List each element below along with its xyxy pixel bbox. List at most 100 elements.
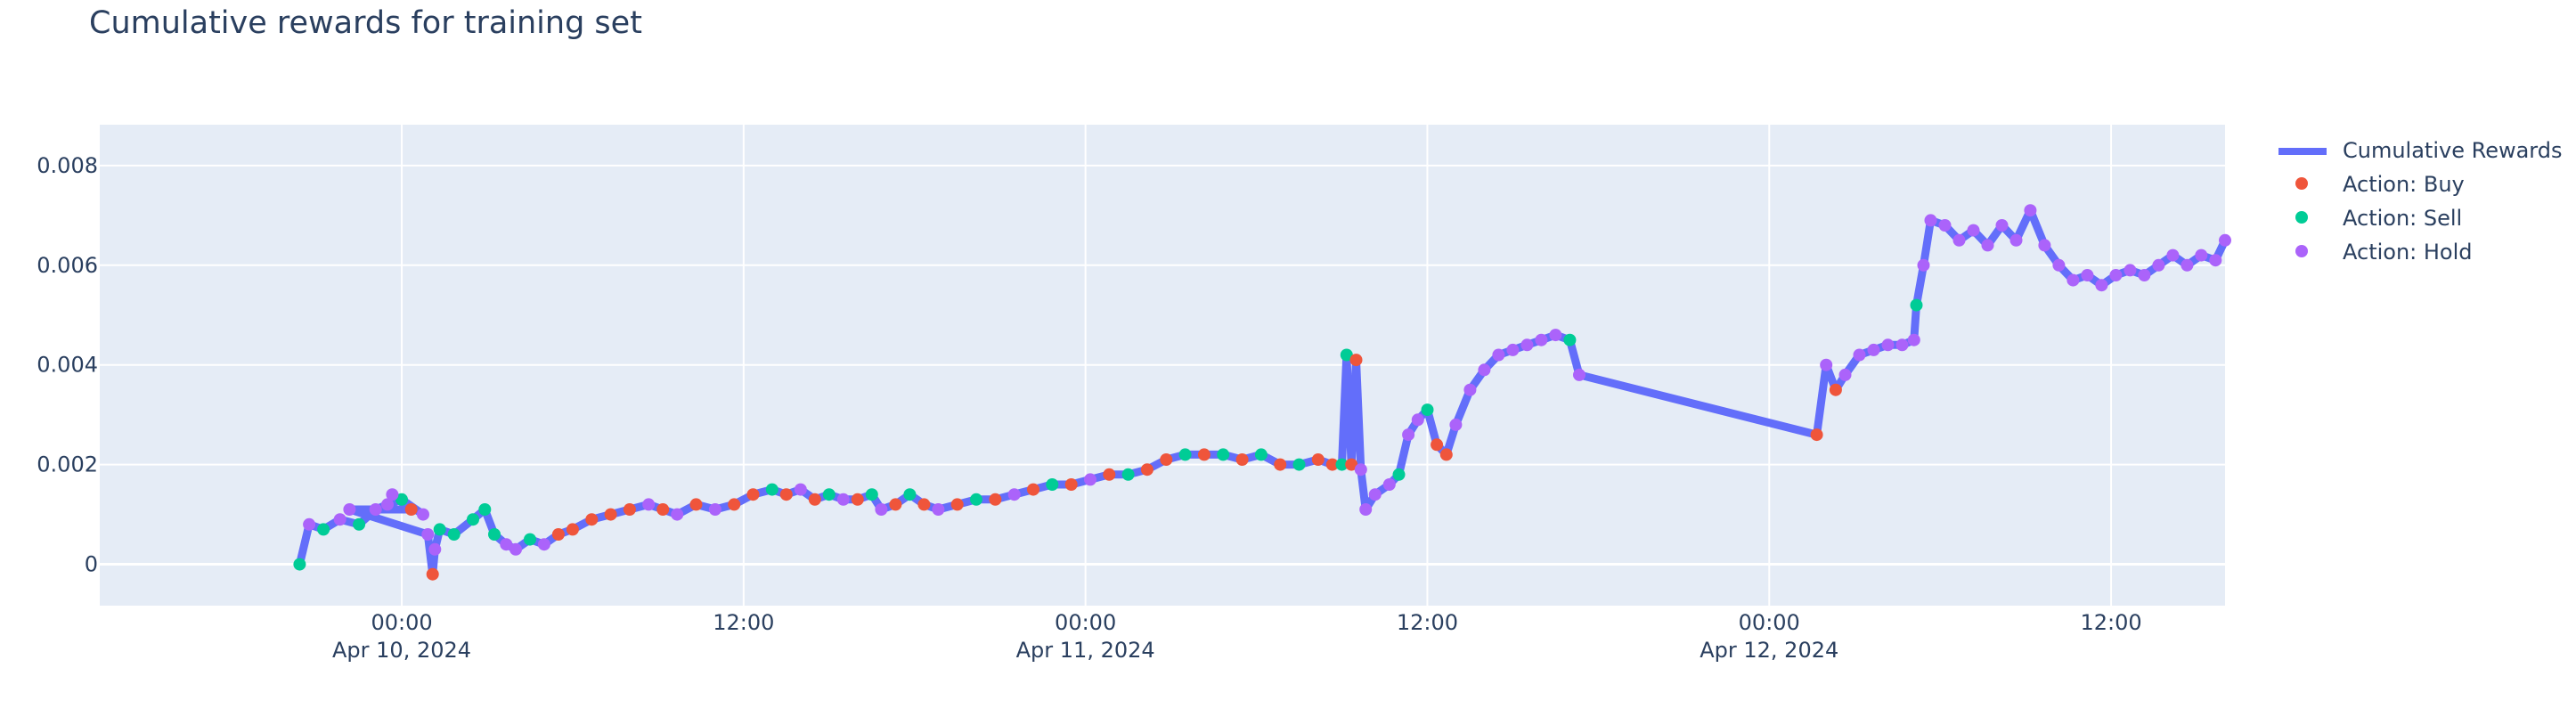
action-marker-hold	[1967, 224, 1980, 237]
legend-item-cumulative-rewards[interactable]: Cumulative Rewards	[2273, 134, 2563, 167]
legend-label: Action: Buy	[2343, 172, 2465, 197]
action-marker-hold	[421, 528, 435, 541]
action-marker-hold	[1952, 233, 1966, 247]
action-marker-hold	[1449, 418, 1463, 431]
action-marker-sell	[1910, 298, 1923, 312]
action-marker-sell	[822, 488, 836, 501]
action-marker-hold	[2219, 233, 2231, 247]
action-marker-hold	[1838, 368, 1852, 381]
action-marker-buy	[1274, 458, 1287, 471]
legend[interactable]: Cumulative Rewards Action: Buy Action: S…	[2273, 134, 2563, 269]
action-marker-hold	[2038, 239, 2051, 252]
action-marker-hold	[2024, 204, 2037, 217]
action-marker-buy	[1829, 383, 1842, 396]
action-marker-hold	[1492, 348, 1505, 362]
action-marker-buy	[728, 498, 741, 511]
action-marker-hold	[1820, 358, 1833, 371]
legend-item-action-buy[interactable]: Action: Buy	[2273, 167, 2563, 201]
y-axis-tick-labels: 0 0.002 0.004 0.006 0.008	[37, 153, 98, 577]
action-marker-sell	[488, 528, 501, 541]
action-marker-hold	[1907, 333, 1920, 346]
action-marker-hold	[2095, 279, 2108, 292]
x-tick-date-label: Apr 12, 2024	[1700, 638, 1838, 663]
action-marker-sell	[467, 513, 479, 526]
action-marker-sell	[1421, 403, 1434, 417]
action-marker-buy	[1140, 463, 1153, 477]
action-marker-buy	[1325, 458, 1339, 471]
action-marker-buy	[426, 567, 439, 581]
action-marker-buy	[585, 513, 599, 526]
legend-marker-swatch	[2273, 209, 2332, 227]
legend-item-action-hold[interactable]: Action: Hold	[2273, 235, 2563, 269]
action-marker-buy	[623, 503, 636, 516]
action-marker-hold	[1938, 219, 1952, 232]
action-marker-hold	[794, 483, 807, 496]
action-marker-hold	[1084, 473, 1096, 486]
action-marker-hold	[1924, 214, 1937, 227]
action-marker-buy	[851, 493, 864, 506]
action-marker-hold	[1007, 488, 1021, 501]
legend-label: Action: Sell	[2343, 206, 2463, 231]
action-marker-sell	[293, 558, 306, 571]
action-marker-sell	[970, 493, 982, 506]
action-marker-hold	[1478, 363, 1491, 377]
action-marker-hold	[2138, 269, 2151, 281]
action-marker-buy	[917, 498, 931, 511]
action-marker-buy	[950, 498, 964, 511]
action-marker-hold	[1573, 368, 1586, 381]
action-marker-hold	[2081, 269, 2094, 281]
action-marker-hold	[1535, 333, 1548, 346]
action-marker-hold	[333, 513, 346, 526]
action-marker-buy	[1235, 453, 1249, 466]
action-marker-hold	[2124, 264, 2137, 277]
action-marker-buy	[1197, 448, 1211, 461]
action-marker-hold	[1995, 219, 2009, 232]
action-marker-hold	[1549, 329, 1562, 342]
legend-marker-swatch	[2273, 175, 2332, 193]
action-marker-buy	[1064, 478, 1078, 491]
action-marker-hold	[509, 542, 522, 556]
action-marker-hold	[369, 503, 382, 516]
action-marker-hold	[2152, 258, 2165, 272]
grid-lines	[100, 125, 2225, 606]
action-marker-buy	[779, 488, 793, 501]
x-tick-label: 00:00	[371, 610, 432, 635]
x-axis-tick-labels: 00:00 Apr 10, 2024 12:00 00:00 Apr 11, 2024 1…	[332, 610, 2142, 663]
action-marker-hold	[2195, 248, 2208, 262]
x-tick-label: 12:00	[1397, 610, 1458, 635]
action-marker-hold	[2209, 254, 2222, 267]
action-marker-buy	[1431, 438, 1444, 452]
action-marker-sell	[433, 523, 446, 536]
action-marker-buy	[656, 503, 670, 516]
action-marker-sell	[317, 523, 330, 536]
legend-item-action-sell[interactable]: Action: Sell	[2273, 201, 2563, 235]
action-marker-hold	[932, 503, 945, 516]
action-marker-hold	[1382, 478, 1396, 491]
action-marker-hold	[2067, 273, 2080, 287]
action-marker-hold	[875, 503, 888, 516]
y-tick-label: 0.004	[37, 353, 98, 378]
action-marker-hold	[386, 488, 399, 501]
action-marker-hold	[1359, 503, 1373, 516]
action-marker-buy	[566, 523, 579, 536]
action-marker-buy	[1349, 354, 1363, 367]
action-marker-sell	[1340, 348, 1353, 362]
action-marker-sell	[524, 533, 536, 546]
action-marker-buy	[689, 498, 703, 511]
action-marker-hold	[1520, 338, 1534, 352]
y-tick-label: 0.008	[37, 153, 98, 178]
action-marker-hold	[2009, 233, 2023, 247]
y-tick-label: 0	[85, 552, 98, 577]
action-marker-buy	[1439, 448, 1453, 461]
action-marker-hold	[1463, 383, 1477, 396]
action-marker-sell	[353, 517, 366, 531]
action-marker-hold	[1853, 348, 1866, 362]
action-marker-hold	[2166, 248, 2180, 262]
legend-label: Cumulative Rewards	[2343, 138, 2563, 163]
x-tick-label: 12:00	[713, 610, 774, 635]
action-marker-hold	[836, 493, 850, 506]
action-marker-hold	[537, 538, 550, 551]
action-marker-buy	[989, 493, 1002, 506]
x-tick-label: 12:00	[2080, 610, 2141, 635]
